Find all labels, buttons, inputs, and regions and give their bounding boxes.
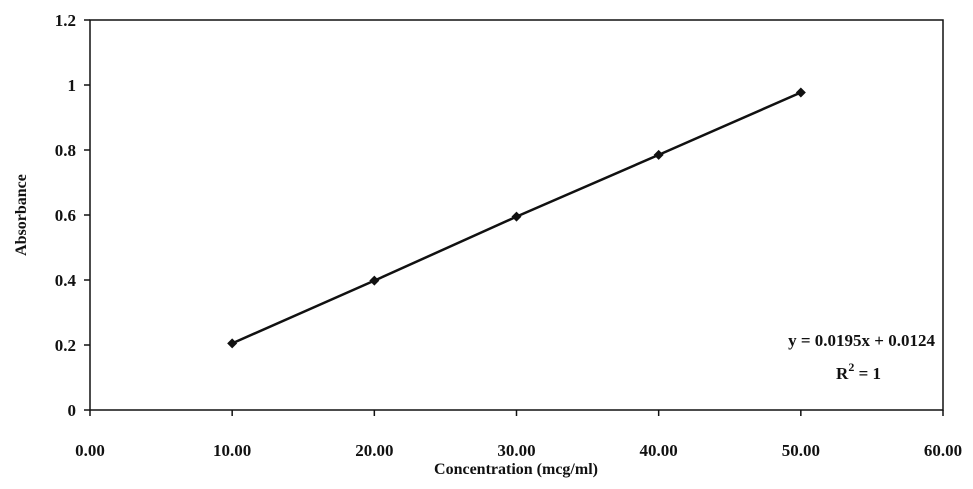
- x-tick-label: 40.00: [640, 441, 678, 460]
- data-point: [227, 338, 238, 349]
- data-point: [511, 211, 522, 222]
- x-tick-label: 20.00: [355, 441, 393, 460]
- data-point: [369, 275, 380, 286]
- y-tick-label: 0: [68, 401, 77, 420]
- data-point: [795, 87, 806, 98]
- y-tick-label: 1.2: [55, 11, 76, 30]
- regression-equation: y = 0.0195x + 0.0124: [788, 331, 935, 350]
- x-tick-label: 50.00: [782, 441, 820, 460]
- x-tick-label: 10.00: [213, 441, 251, 460]
- x-axis: 0.00 10.00 20.00 30.00 40.00 50.00 60.00: [75, 410, 962, 460]
- r-squared-exponent: 2: [848, 360, 854, 374]
- y-tick-label: 0.4: [55, 271, 77, 290]
- y-tick-label: 0.8: [55, 141, 76, 160]
- r-squared-base: R: [836, 364, 849, 383]
- series-layer: [227, 87, 806, 349]
- data-point: [653, 149, 664, 160]
- x-axis-title: Concentration (mcg/ml): [434, 461, 598, 478]
- r-squared-value: = 1: [854, 364, 881, 383]
- y-axis: 0 0.2 0.4 0.6 0.8 1 1.2: [55, 11, 90, 420]
- x-tick-label: 30.00: [497, 441, 535, 460]
- x-tick-label: 60.00: [924, 441, 962, 460]
- r-squared-label: R2 = 1: [836, 360, 881, 383]
- y-axis-title: Absorbance: [13, 174, 30, 256]
- y-tick-label: 0.6: [55, 206, 76, 225]
- y-tick-label: 0.2: [55, 336, 76, 355]
- x-tick-label: 0.00: [75, 441, 105, 460]
- y-tick-label: 1: [68, 76, 77, 95]
